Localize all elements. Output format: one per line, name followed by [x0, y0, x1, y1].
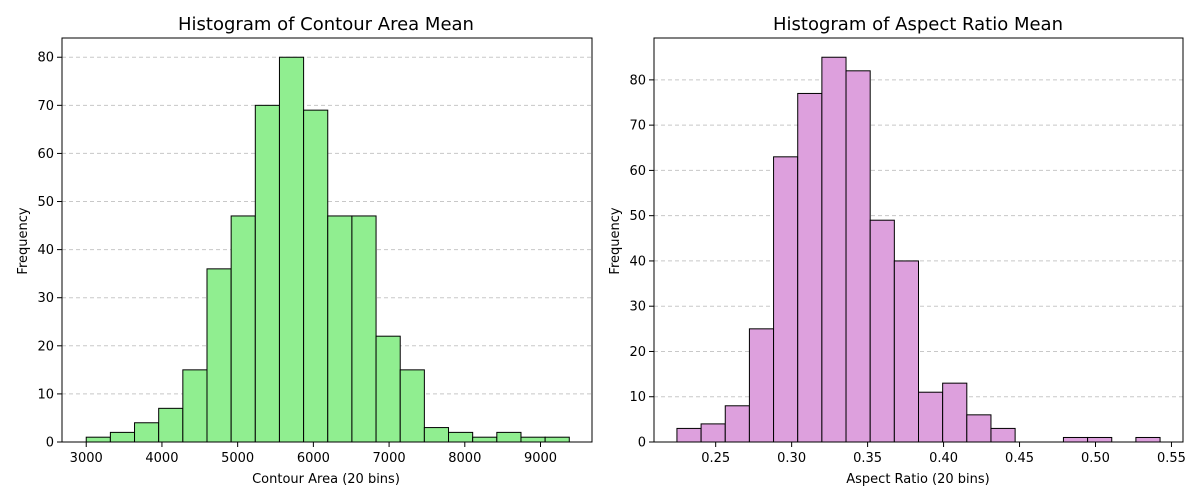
x-tick-label: 9000 [524, 451, 557, 466]
histogram-bar [724, 405, 750, 443]
histogram-bar [303, 109, 329, 443]
y-tick-label: 10 [37, 387, 54, 402]
x-tick-label: 0.55 [1157, 451, 1186, 466]
y-tick-label: 50 [629, 209, 646, 224]
y-tick-label: 70 [629, 119, 646, 134]
histogram-bar [676, 427, 702, 443]
histogram-bar [496, 431, 522, 443]
x-tick-label: 8000 [448, 451, 481, 466]
x-tick-label: 0.50 [1081, 451, 1110, 466]
histogram-bar [472, 436, 498, 443]
x-tick-label: 7000 [373, 451, 406, 466]
chart-title: Histogram of Contour Area Mean [178, 14, 474, 35]
y-tick-label: 20 [629, 345, 646, 360]
y-tick-label: 60 [37, 147, 54, 162]
y-tick-label: 10 [629, 390, 646, 405]
histogram-bar [278, 56, 305, 443]
bars [85, 56, 570, 443]
histogram-bar [158, 407, 184, 443]
histogram-bar [797, 92, 823, 443]
y-tick-label: 40 [37, 243, 54, 258]
histogram-bar [230, 215, 256, 443]
histogram-bar [206, 268, 232, 443]
histogram-bar [520, 436, 546, 443]
histogram-bar [182, 369, 208, 443]
histogram-bar [942, 382, 968, 443]
histogram-bar [748, 328, 775, 443]
x-tick-label: 0.45 [1005, 451, 1034, 466]
bars [676, 56, 1161, 443]
y-tick-label: 30 [629, 300, 646, 315]
x-ticks: 0.25 0.30 0.35 0.40 0.45 0.50 0.55 [701, 442, 1186, 466]
y-ticks: 0 10 20 30 40 50 60 70 80 [629, 73, 654, 451]
histogram-bar [700, 423, 726, 443]
y-tick-label: 60 [629, 164, 646, 179]
x-tick-label: 0.25 [701, 451, 730, 466]
histogram-bar [845, 70, 871, 443]
histogram-bar [375, 335, 401, 443]
y-tick-label: 0 [46, 436, 54, 451]
y-axis-label: Frequency [16, 207, 31, 274]
x-tick-label: 0.30 [777, 451, 806, 466]
y-ticks: 0 10 20 30 40 50 60 70 80 [37, 51, 62, 451]
histogram-bar [327, 215, 353, 443]
histogram-bar [966, 414, 992, 443]
chart-contour-area: Histogram of Contour Area Mean 3000 4000 5… [16, 14, 593, 487]
y-tick-label: 20 [37, 339, 54, 354]
histogram-bar [1062, 436, 1089, 443]
histogram-bar [821, 56, 847, 443]
histogram-bar [85, 436, 111, 443]
chart-aspect-ratio: Histogram of Aspect Ratio Mean 0.25 0.30 0… [608, 14, 1186, 487]
histogram-bar [448, 431, 474, 443]
histogram-bar [990, 427, 1016, 443]
histogram-bar [544, 436, 570, 443]
x-tick-label: 3000 [70, 451, 103, 466]
x-axis-label: Contour Area (20 bins) [252, 472, 400, 487]
y-tick-label: 30 [37, 291, 54, 306]
chart-title: Histogram of Aspect Ratio Mean [773, 14, 1063, 35]
x-axis-label: Aspect Ratio (20 bins) [846, 472, 990, 487]
histogram-bar [918, 391, 944, 443]
y-tick-label: 70 [37, 99, 54, 114]
x-tick-label: 5000 [221, 451, 254, 466]
plot-frame [61, 37, 593, 443]
histogram-bar [399, 369, 425, 443]
histogram-bar [109, 431, 136, 443]
y-tick-label: 50 [37, 195, 54, 210]
y-axis-label: Frequency [608, 207, 623, 274]
x-ticks: 3000 4000 5000 6000 7000 8000 9000 [70, 442, 557, 466]
histogram-bar [773, 156, 799, 443]
x-tick-label: 6000 [297, 451, 330, 466]
y-tick-label: 80 [37, 51, 54, 66]
histogram-bar [134, 422, 160, 443]
histogram-bar [893, 260, 919, 443]
histogram-bar [1087, 436, 1113, 443]
y-tick-label: 40 [629, 254, 646, 269]
grid-lines [62, 56, 592, 395]
histogram-bar [1135, 436, 1161, 443]
x-tick-label: 0.35 [853, 451, 882, 466]
y-tick-label: 80 [629, 73, 646, 88]
histogram-bar [254, 104, 280, 443]
x-tick-label: 0.40 [929, 451, 958, 466]
y-tick-label: 0 [638, 436, 646, 451]
histogram-bar [351, 215, 377, 443]
histogram-bar [423, 427, 450, 443]
plot-frame [653, 37, 1184, 443]
histogram-bar [869, 219, 895, 443]
x-tick-label: 4000 [145, 451, 178, 466]
